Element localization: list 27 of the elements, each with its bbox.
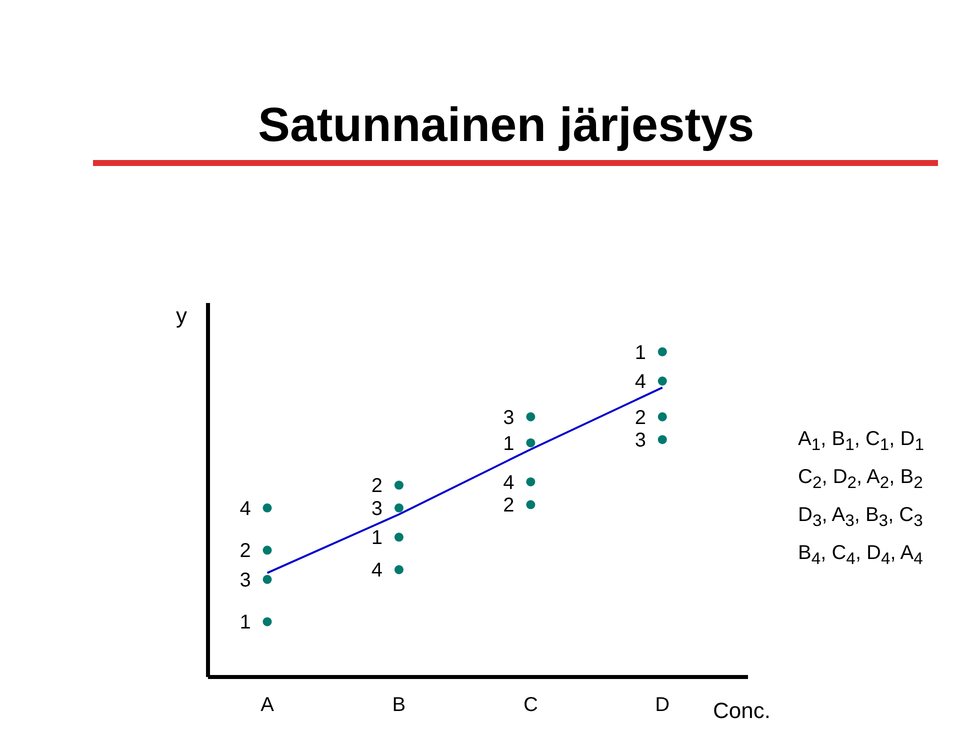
x-tick-label: B — [392, 694, 406, 716]
annotation: 2 — [371, 475, 383, 498]
annotation: 1 — [371, 527, 383, 550]
annotation: 1 — [240, 612, 251, 634]
text: D$_{3}$, A$_{3}$, B$_{3}$, C$_{3}$ — [798, 503, 924, 532]
annotation: 2 — [503, 494, 514, 517]
annotation: 4 — [503, 472, 514, 494]
x-axis-title: Conc. — [713, 698, 770, 724]
annotation: 3 — [634, 430, 646, 452]
x-tick-label: A — [260, 694, 275, 716]
annotation: 2 — [634, 406, 646, 429]
x-tick-label: D — [655, 694, 670, 716]
annotation: 1 — [503, 432, 514, 455]
annotation: 4 — [371, 560, 383, 582]
annotation: 3 — [240, 569, 251, 592]
annotation: 4 — [634, 371, 646, 394]
annotation: 4 — [240, 498, 251, 520]
text: A$_{1}$, B$_{1}$, C$_{1}$, D$_{1}$ — [798, 427, 924, 456]
text: C$_{2}$, D$_{2}$, A$_{2}$, B$_{2}$ — [798, 465, 924, 494]
text: B$_{4}$, C$_{4}$, D$_{4}$, A$_{4}$ — [798, 541, 924, 570]
annotation: 2 — [240, 540, 251, 562]
x-tick-label: C — [523, 694, 538, 716]
chart-title: Satunnainen järjestys — [258, 98, 754, 153]
annotation: 1 — [634, 342, 646, 364]
annotation: 3 — [371, 498, 383, 520]
annotation: 3 — [503, 406, 514, 429]
y-axis-title: y — [176, 303, 187, 329]
